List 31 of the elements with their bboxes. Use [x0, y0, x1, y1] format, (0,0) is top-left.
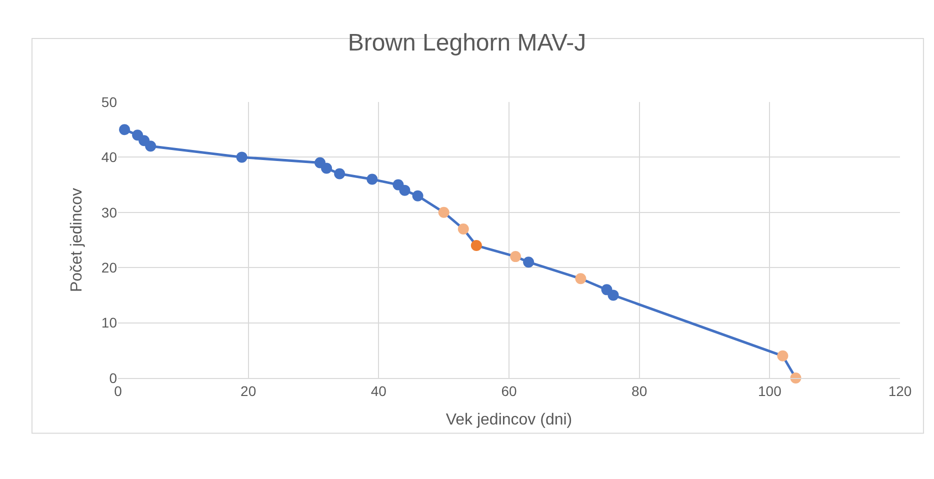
y-tick-label: 50	[101, 94, 118, 110]
point	[458, 223, 469, 234]
point	[510, 251, 522, 262]
y-tick-label: 40	[101, 149, 118, 166]
point	[608, 290, 619, 301]
point	[321, 162, 332, 174]
x-tick-label: 60	[501, 382, 517, 399]
y-tick-label: 0	[109, 370, 118, 386]
point	[236, 152, 248, 163]
point	[366, 174, 378, 185]
point	[145, 140, 156, 152]
y-tick-label: 10	[101, 314, 118, 331]
x-axis-title: Vek jedincov (dni)	[446, 412, 572, 428]
point	[523, 256, 534, 268]
point	[399, 184, 410, 196]
point	[438, 206, 450, 218]
x-tick-label: 20	[240, 382, 256, 399]
point	[777, 350, 788, 362]
y-axis-title: Počet jedincov	[68, 188, 86, 292]
x-tick-label: 100	[758, 382, 782, 399]
point	[575, 273, 586, 284]
point	[412, 190, 424, 202]
chart-title: Brown Leghorn MAV-J	[348, 29, 586, 56]
point	[334, 168, 346, 180]
x-tick-label: 80	[632, 382, 648, 399]
y-tick-label: 20	[101, 260, 118, 276]
point	[470, 240, 482, 252]
point	[119, 124, 130, 136]
x-tick-label: 120	[888, 382, 912, 399]
y-tick-label: 30	[101, 204, 118, 220]
x-tick-label: 40	[370, 382, 387, 399]
